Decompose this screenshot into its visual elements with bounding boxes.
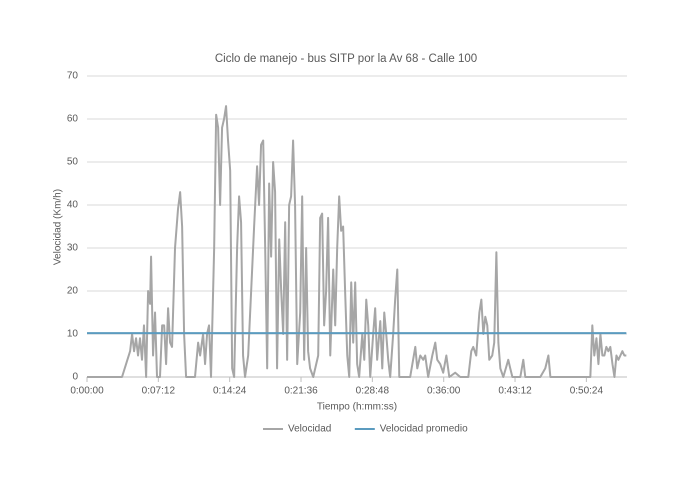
legend-label: Velocidad promedio bbox=[380, 424, 468, 435]
x-tick-label: 0:36:00 bbox=[427, 386, 461, 397]
series-line bbox=[87, 105, 627, 378]
x-tick-label: 0:07:12 bbox=[142, 386, 176, 397]
y-tick-label: 60 bbox=[67, 114, 79, 125]
y-tick-label: 30 bbox=[67, 243, 79, 254]
y-tick-label: 40 bbox=[67, 200, 79, 211]
chart-title: Ciclo de manejo - bus SITP por la Av 68 … bbox=[215, 53, 477, 65]
y-tick-label: 70 bbox=[67, 71, 79, 82]
x-tick-label: 0:50:24 bbox=[570, 386, 604, 397]
x-tick-label: 0:28:48 bbox=[356, 386, 390, 397]
x-tick-label: 0:14:24 bbox=[213, 386, 247, 397]
x-tick-label: 0:00:00 bbox=[70, 386, 104, 397]
x-axis-label: Tiempo (h:mm:ss) bbox=[317, 402, 397, 413]
y-tick-label: 0 bbox=[72, 372, 78, 383]
y-tick-label: 50 bbox=[67, 157, 79, 168]
y-tick-label: 20 bbox=[67, 286, 79, 297]
x-tick-label: 0:43:12 bbox=[498, 386, 532, 397]
x-tick-label: 0:21:36 bbox=[284, 386, 318, 397]
y-tick-label: 10 bbox=[67, 329, 79, 340]
y-axis-label: Velocidad (Km/h) bbox=[53, 189, 64, 265]
legend-label: Velocidad bbox=[288, 424, 331, 435]
